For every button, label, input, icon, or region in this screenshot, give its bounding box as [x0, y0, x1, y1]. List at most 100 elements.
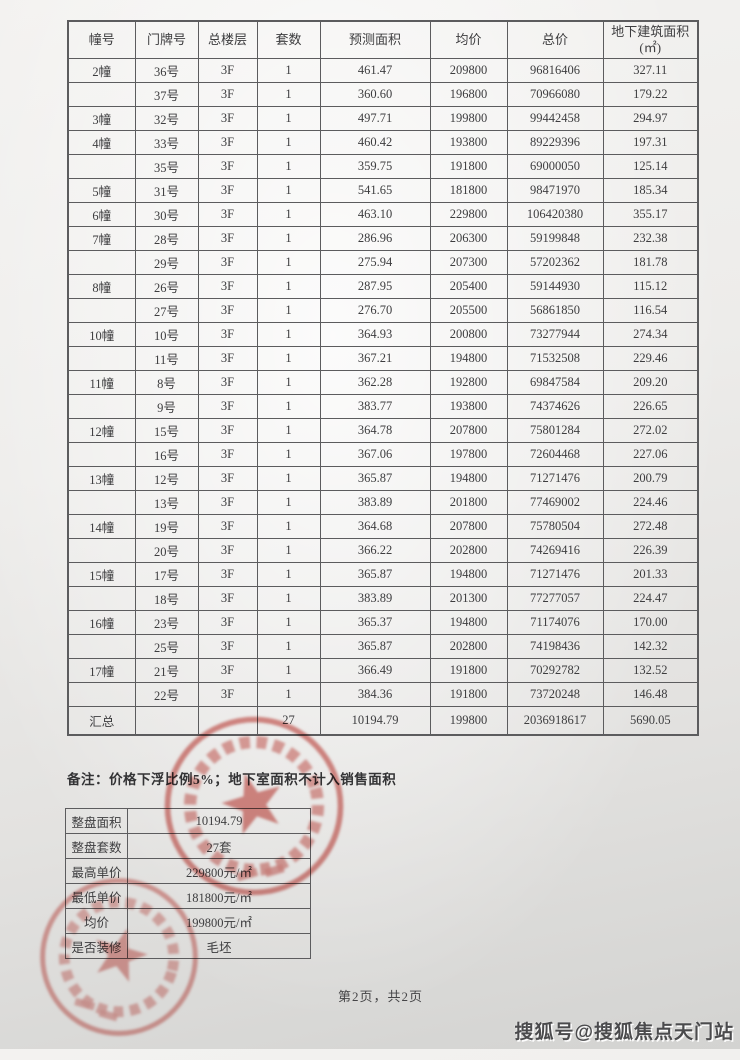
header-row: 幢号 门牌号 总楼层 套数 预测面积 均价 总价 地下建筑面积 (㎡)	[67, 20, 699, 59]
table-cell: 3F	[197, 634, 258, 659]
table-cell: 206300	[429, 226, 508, 251]
table-cell: 192800	[429, 370, 508, 395]
table-row: 2幢 36号 3F 1 461.47 209800 96816406 327.11	[67, 58, 699, 83]
table-cell: 181800	[429, 178, 508, 203]
table-row: 16幢 23号 3F 1 365.37 194800 71174076 170.00	[67, 610, 699, 635]
table-cell: 71271476	[506, 562, 604, 587]
table-row: 6幢 30号 3F 1 463.10 229800 106420380 355.17	[67, 202, 699, 227]
table-cell: 3F	[197, 346, 258, 371]
table-cell: 3F	[197, 658, 258, 683]
table-cell: 142.32	[602, 634, 699, 659]
price-table-header: 幢号 门牌号 总楼层 套数 预测面积 均价 总价 地下建筑面积 (㎡)	[67, 20, 699, 59]
table-cell: 12号	[134, 466, 199, 491]
table-cell	[67, 250, 136, 275]
table-row: 13幢 12号 3F 1 365.87 194800 71271476 200.79	[67, 466, 699, 491]
table-cell: 185.34	[602, 178, 699, 203]
table-cell: 201.33	[602, 562, 699, 587]
table-cell: 10幢	[67, 322, 136, 347]
table-cell: 20号	[134, 538, 199, 563]
table-cell: 199800	[429, 106, 508, 131]
table-cell: 132.52	[602, 658, 699, 683]
table-cell: 15幢	[67, 562, 136, 587]
table-row: 4幢 33号 3F 1 460.42 193800 89229396 197.31	[67, 130, 699, 155]
table-cell: 359.75	[319, 154, 431, 179]
table-cell: 26号	[134, 274, 199, 299]
table-cell: 75801284	[506, 418, 604, 443]
table-row: 3幢 32号 3F 1 497.71 199800 99442458 294.97	[67, 106, 699, 131]
table-row: 27号 3F 1 276.70 205500 56861850 116.54	[67, 298, 699, 323]
table-cell: 1	[256, 682, 321, 707]
table-cell: 3幢	[67, 106, 136, 131]
table-cell: 366.49	[319, 658, 431, 683]
table-cell: 1	[256, 634, 321, 659]
table-cell: 11幢	[67, 370, 136, 395]
summary-cell: 27	[256, 706, 321, 736]
table-cell: 3F	[197, 442, 258, 467]
table-cell: 3F	[197, 298, 258, 323]
overview-value: 10194.79	[127, 808, 311, 834]
table-cell	[67, 298, 136, 323]
table-cell: 70966080	[506, 82, 604, 107]
overview-row: 均价 199800元/㎡	[65, 908, 311, 934]
table-row: 18号 3F 1 383.89 201300 77277057 224.47	[67, 586, 699, 611]
table-cell: 17幢	[67, 658, 136, 683]
table-cell: 125.14	[602, 154, 699, 179]
table-cell: 16号	[134, 442, 199, 467]
table-cell: 11号	[134, 346, 199, 371]
table-cell: 3F	[197, 370, 258, 395]
table-cell: 384.36	[319, 682, 431, 707]
table-cell: 1	[256, 82, 321, 107]
table-cell: 191800	[429, 658, 508, 683]
table-cell: 224.47	[602, 586, 699, 611]
table-cell: 294.97	[602, 106, 699, 131]
table-row: 17幢 21号 3F 1 366.49 191800 70292782 132.52	[67, 658, 699, 683]
table-cell: 1	[256, 274, 321, 299]
table-cell: 69847584	[506, 370, 604, 395]
table-row: 10幢 10号 3F 1 364.93 200800 73277944 274.34	[67, 322, 699, 347]
table-cell: 207800	[429, 514, 508, 539]
table-cell: 191800	[429, 682, 508, 707]
table-cell: 1	[256, 466, 321, 491]
table-cell: 367.21	[319, 346, 431, 371]
table-cell: 1	[256, 442, 321, 467]
table-row: 20号 3F 1 366.22 202800 74269416 226.39	[67, 538, 699, 563]
table-cell: 23号	[134, 610, 199, 635]
table-cell: 74374626	[506, 394, 604, 419]
summary-cell: 2036918617	[506, 706, 604, 736]
table-cell: 73720248	[506, 682, 604, 707]
table-cell: 3F	[197, 682, 258, 707]
table-cell: 98471970	[506, 178, 604, 203]
table-cell: 205500	[429, 298, 508, 323]
table-cell: 200800	[429, 322, 508, 347]
table-cell: 276.70	[319, 298, 431, 323]
table-cell: 30号	[134, 202, 199, 227]
table-cell: 366.22	[319, 538, 431, 563]
table-cell: 200.79	[602, 466, 699, 491]
table-cell: 1	[256, 154, 321, 179]
table-cell: 364.68	[319, 514, 431, 539]
header-cell: 门牌号	[134, 20, 199, 59]
table-cell: 5幢	[67, 178, 136, 203]
table-cell: 3F	[197, 58, 258, 83]
table-cell: 8号	[134, 370, 199, 395]
table-cell: 36号	[134, 58, 199, 83]
table-cell: 364.78	[319, 418, 431, 443]
table-cell: 3F	[197, 322, 258, 347]
table-cell: 1	[256, 202, 321, 227]
overview-row: 是否装修 毛坯	[65, 933, 311, 959]
table-cell: 179.22	[602, 82, 699, 107]
table-cell: 71174076	[506, 610, 604, 635]
table-cell: 74269416	[506, 538, 604, 563]
table-row: 29号 3F 1 275.94 207300 57202362 181.78	[67, 250, 699, 275]
table-cell: 69000050	[506, 154, 604, 179]
table-cell	[67, 538, 136, 563]
overview-label: 最低单价	[65, 883, 128, 909]
table-cell: 272.02	[602, 418, 699, 443]
table-cell: 364.93	[319, 322, 431, 347]
table-cell: 3F	[197, 466, 258, 491]
table-cell: 77277057	[506, 586, 604, 611]
page-number: 第2页，共2页	[338, 989, 424, 1004]
table-cell	[67, 82, 136, 107]
table-cell: 194800	[429, 562, 508, 587]
header-cell: 预测面积	[319, 20, 431, 59]
